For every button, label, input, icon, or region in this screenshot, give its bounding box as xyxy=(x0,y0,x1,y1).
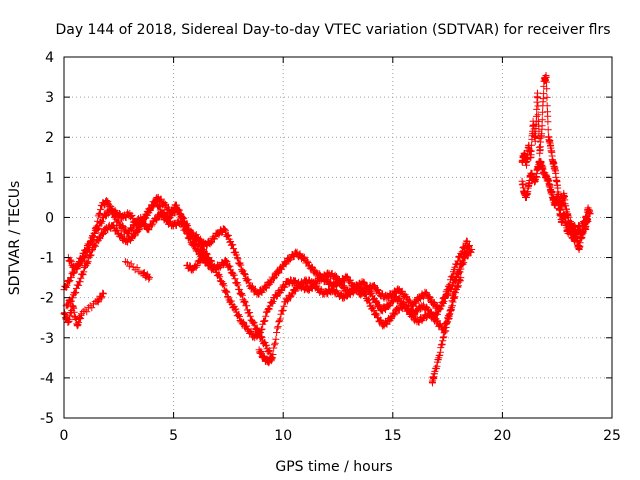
x-tick-label: 25 xyxy=(603,428,621,444)
x-tick-label: 5 xyxy=(169,428,178,444)
y-axis-label: SDTVAR / TECUs xyxy=(7,181,23,296)
series-layer xyxy=(60,72,594,387)
series-track-c xyxy=(64,197,473,362)
series-markers xyxy=(518,157,592,245)
plot-frame xyxy=(63,56,613,419)
x-tick-label: 0 xyxy=(60,428,69,444)
x-tick-label: 15 xyxy=(384,428,402,444)
plot-border xyxy=(63,56,613,419)
y-tick-label: 3 xyxy=(45,90,54,106)
x-axis-label: GPS time / hours xyxy=(275,459,392,475)
y-tick-label: -2 xyxy=(40,291,54,307)
tick-marks xyxy=(63,56,613,419)
series-markers xyxy=(64,197,473,362)
series-track-f xyxy=(518,157,592,245)
y-tick-label: -4 xyxy=(40,371,54,387)
y-tick-label: -5 xyxy=(40,411,54,427)
y-tick-label: 2 xyxy=(45,130,54,146)
x-tick-label: 20 xyxy=(493,428,511,444)
y-tick-label: -1 xyxy=(40,251,54,267)
grid-layer xyxy=(64,57,612,418)
chart-title: Day 144 of 2018, Sidereal Day-to-day VTE… xyxy=(55,22,610,38)
series-track-b xyxy=(62,193,471,322)
x-tick-labels: 0 5 10 15 20 25 xyxy=(60,428,621,444)
y-tick-labels: -5 -4 -3 -2 -1 0 1 2 3 4 xyxy=(40,50,54,427)
y-tick-label: 4 xyxy=(45,50,54,66)
y-tick-label: -3 xyxy=(40,331,54,347)
y-tick-label: 1 xyxy=(45,170,54,186)
series-markers xyxy=(62,193,471,322)
y-tick-label: 0 xyxy=(45,210,54,226)
x-tick-label: 10 xyxy=(274,428,292,444)
